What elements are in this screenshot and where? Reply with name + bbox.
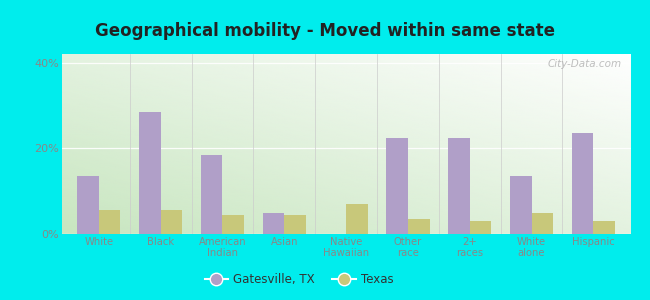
Text: City-Data.com: City-Data.com	[548, 59, 622, 69]
Bar	[201, 155, 222, 234]
Bar	[386, 138, 408, 234]
Bar	[139, 112, 161, 234]
Bar	[572, 133, 593, 234]
Bar	[510, 176, 532, 234]
Bar	[161, 210, 182, 234]
Bar	[222, 215, 244, 234]
Bar	[77, 176, 99, 234]
Text: Geographical mobility - Moved within same state: Geographical mobility - Moved within sam…	[95, 22, 555, 40]
Legend: Gatesville, TX, Texas: Gatesville, TX, Texas	[200, 269, 398, 291]
Bar	[263, 213, 284, 234]
Bar	[408, 219, 430, 234]
Bar	[532, 213, 553, 234]
Bar	[99, 210, 120, 234]
Bar	[448, 138, 470, 234]
Bar	[470, 221, 491, 234]
Bar	[593, 221, 615, 234]
Bar	[346, 204, 368, 234]
Bar	[284, 215, 306, 234]
